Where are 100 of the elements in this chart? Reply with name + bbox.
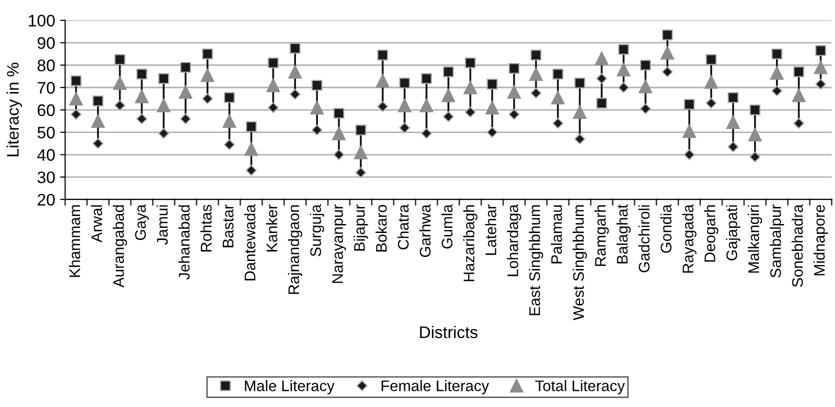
x-tick-label: Rayagada <box>682 204 696 273</box>
point <box>618 82 630 93</box>
point <box>640 103 651 114</box>
x-tick-label: West Singhbhum <box>572 205 587 320</box>
point <box>222 114 236 128</box>
x-tick-label: Palamau <box>550 205 562 264</box>
point <box>814 60 828 74</box>
x-tick-label: Bastar <box>222 204 234 248</box>
point <box>178 85 192 99</box>
point <box>750 151 760 162</box>
point <box>552 68 564 80</box>
point <box>594 52 609 66</box>
y-tick-label: 70 <box>38 82 55 94</box>
x-tick-label: Lohardaga <box>506 204 522 276</box>
point <box>530 50 542 60</box>
point <box>750 104 760 116</box>
point <box>113 76 127 90</box>
point <box>114 100 126 111</box>
point <box>682 124 696 138</box>
point <box>92 138 104 149</box>
x-tick-label: Deogarh <box>704 205 718 262</box>
point <box>616 62 630 76</box>
point <box>224 139 235 150</box>
x-tick-label: Chatra <box>397 204 409 250</box>
point <box>706 98 717 109</box>
x-tick-label: Gajapati <box>726 205 740 260</box>
point <box>290 88 301 100</box>
x-tick-label: Malkangiri <box>748 205 762 273</box>
point <box>572 105 587 119</box>
x-axis-title: Districts <box>420 326 478 338</box>
point <box>70 75 82 86</box>
point <box>92 96 104 106</box>
point <box>508 63 520 74</box>
point <box>486 126 498 138</box>
point <box>377 101 388 112</box>
point <box>69 92 83 106</box>
point <box>333 149 344 160</box>
x-tick-label: Ramgarh <box>594 205 609 266</box>
point <box>662 29 673 40</box>
point <box>684 149 695 160</box>
point <box>158 128 170 139</box>
point <box>246 164 257 176</box>
point <box>266 78 280 92</box>
y-tick-label: 50 <box>38 126 55 138</box>
point <box>202 93 213 104</box>
point <box>726 115 740 130</box>
point <box>771 48 782 60</box>
x-tick-label: Surguja <box>310 204 324 256</box>
y-tick-label: 40 <box>37 149 55 161</box>
point <box>200 68 214 82</box>
point <box>354 146 368 160</box>
point <box>136 68 148 80</box>
point <box>815 45 826 56</box>
x-tick-label: Jamui <box>156 205 168 245</box>
point <box>638 80 652 94</box>
point <box>574 134 586 144</box>
y-tick-label: 30 <box>38 171 55 184</box>
x-tick-label: Bijapur <box>354 204 368 251</box>
point <box>793 118 804 129</box>
point <box>662 66 673 78</box>
y-tick-label: 60 <box>38 104 55 116</box>
point <box>421 73 432 84</box>
y-tick-label: 20 <box>38 194 55 206</box>
point <box>485 100 499 114</box>
point <box>792 88 806 102</box>
point <box>332 126 346 140</box>
point <box>442 111 454 122</box>
x-tick-label: Sonebhadra <box>792 204 803 287</box>
point <box>134 90 149 104</box>
point <box>399 122 410 134</box>
point <box>464 57 476 68</box>
y-tick-label: 90 <box>38 37 55 49</box>
x-tick-label: Kanker <box>266 204 278 252</box>
point <box>748 128 762 142</box>
point <box>640 60 651 71</box>
x-tick-label: Midnapore <box>814 204 828 276</box>
point <box>312 124 322 136</box>
point <box>551 90 565 104</box>
x-tick-label: Dantewada <box>244 204 256 280</box>
point <box>399 78 410 88</box>
point <box>596 98 608 109</box>
point <box>618 44 630 55</box>
point <box>442 66 454 78</box>
point <box>202 48 213 60</box>
point <box>355 124 366 136</box>
point <box>244 142 258 156</box>
point <box>596 73 608 84</box>
point <box>706 54 717 65</box>
x-tick-label: Rajnandgaon <box>288 205 302 294</box>
y-axis-title: Literacy in % <box>6 62 22 156</box>
x-tick-label: Narayanpur <box>332 204 346 283</box>
point <box>114 54 126 65</box>
point <box>91 114 105 128</box>
point <box>442 88 456 102</box>
x-tick-label: Sambalpur <box>770 204 784 278</box>
point <box>815 78 826 90</box>
point <box>290 42 301 54</box>
point <box>180 113 192 124</box>
point <box>268 102 279 114</box>
point <box>793 66 804 78</box>
